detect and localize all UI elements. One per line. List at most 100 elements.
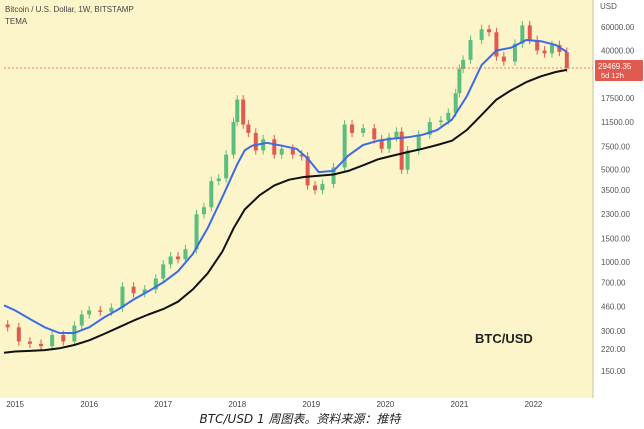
candle-body <box>520 25 525 44</box>
candle-body <box>394 131 399 138</box>
year-tick-label: 2016 <box>80 400 98 409</box>
candle-body <box>61 334 66 342</box>
candle-body <box>461 59 466 69</box>
candle-body <box>438 120 443 122</box>
candle-body <box>39 343 44 347</box>
year-tick-label: 2019 <box>302 400 320 409</box>
candle-body <box>224 154 229 179</box>
candle-body <box>501 56 506 62</box>
price-tick-label: 460.00 <box>601 303 626 312</box>
candle-body <box>241 99 246 125</box>
tema-line <box>3 39 568 334</box>
candle-body <box>201 207 206 215</box>
plot-background <box>0 0 593 398</box>
price-axis-unit: USD <box>600 2 617 11</box>
time-axis-ticks: 2015 2016 2017 2018 2019 2020 2021 2022 <box>6 400 543 409</box>
candle-body <box>453 93 458 113</box>
candle-body <box>372 128 377 140</box>
candle-body <box>235 99 240 122</box>
watermark-label: BTC/USD <box>475 331 533 346</box>
candle-body <box>87 310 92 315</box>
candle-body <box>27 341 32 344</box>
slow-average-line <box>3 68 567 354</box>
candle-body <box>416 134 421 151</box>
last-price-value: 29469.35 <box>598 62 632 71</box>
candle-body <box>279 148 284 155</box>
price-tick-label: 40000.00 <box>601 46 635 55</box>
candle-body <box>176 256 181 260</box>
candle-body <box>253 132 258 151</box>
candle-body <box>379 139 384 149</box>
candle-body <box>161 264 166 279</box>
price-axis-ticks: 60000.00 40000.00 17500.00 11500.00 7500.00 5… <box>601 23 635 376</box>
price-tick-label: 60000.00 <box>601 23 635 32</box>
price-tick-label: 5000.00 <box>601 166 630 175</box>
bar-countdown: 5d 12h <box>601 71 624 80</box>
last-price-badge-bg <box>595 60 643 81</box>
candle-body <box>399 131 404 170</box>
candle-body <box>290 148 295 155</box>
candle-body <box>231 121 236 155</box>
last-price-badge: 29469.35 5d 12h <box>595 60 643 81</box>
candle-body <box>120 286 125 308</box>
candle-body <box>487 29 492 33</box>
price-tick-label: 220.00 <box>601 345 626 354</box>
candle-body <box>79 314 84 326</box>
year-tick-label: 2021 <box>451 400 469 409</box>
candle-body <box>320 183 325 191</box>
year-tick-label: 2017 <box>154 400 172 409</box>
candle-body <box>331 167 336 184</box>
candle-body <box>142 289 147 294</box>
candle-body <box>98 310 103 312</box>
candle-body <box>387 137 392 149</box>
candle-body <box>405 150 410 170</box>
candle-body <box>209 181 214 208</box>
indicator-label: TEMA <box>5 17 28 26</box>
price-tick-label: 150.00 <box>601 367 626 376</box>
price-tick-label: 7500.00 <box>601 142 630 151</box>
candle-body <box>342 124 347 168</box>
year-tick-label: 2015 <box>6 400 24 409</box>
candle-body <box>557 45 562 52</box>
candle-body <box>131 286 136 294</box>
figure-caption: BTC/USD 1 周图表。资料来源：推特 <box>199 412 401 426</box>
price-tick-label: 3500.00 <box>601 186 630 195</box>
candle-body <box>479 29 484 41</box>
indicator-lines-group <box>3 39 593 354</box>
candle-body <box>299 154 304 157</box>
candle-body <box>216 178 221 182</box>
candle-body <box>350 124 355 133</box>
price-tick-label: 17500.00 <box>601 94 635 103</box>
candle-body <box>261 139 266 151</box>
candle-body <box>427 121 432 135</box>
price-tick-label: 11500.00 <box>601 118 634 127</box>
candle-body <box>272 139 277 155</box>
candle-body <box>313 185 318 191</box>
candle-body <box>457 68 462 94</box>
candle-body <box>109 307 114 312</box>
candle-body <box>16 327 21 342</box>
candle-body <box>194 214 199 250</box>
candle-body <box>564 51 569 69</box>
time-axis-panel <box>0 398 593 410</box>
candle-body <box>168 256 173 265</box>
candle-body <box>549 45 554 54</box>
candle-body <box>446 112 451 121</box>
chart-title: Bitcoin / U.S. Dollar, 1W, BITSTAMP <box>5 5 134 14</box>
candle-body <box>305 156 310 186</box>
candle-body <box>361 128 366 133</box>
price-tick-label: 2300.00 <box>601 210 630 219</box>
candle-body <box>535 40 540 51</box>
price-tick-label: 1000.00 <box>601 258 630 267</box>
year-tick-label: 2018 <box>228 400 246 409</box>
candle-body <box>246 124 251 133</box>
year-tick-label: 2020 <box>376 400 394 409</box>
candle-body <box>527 25 532 41</box>
year-tick-label: 2022 <box>525 400 543 409</box>
candle-body <box>5 324 10 328</box>
candle-body <box>512 43 517 62</box>
candle-body <box>153 278 158 290</box>
price-tick-label: 1500.00 <box>601 235 630 244</box>
candle-body <box>50 334 55 347</box>
